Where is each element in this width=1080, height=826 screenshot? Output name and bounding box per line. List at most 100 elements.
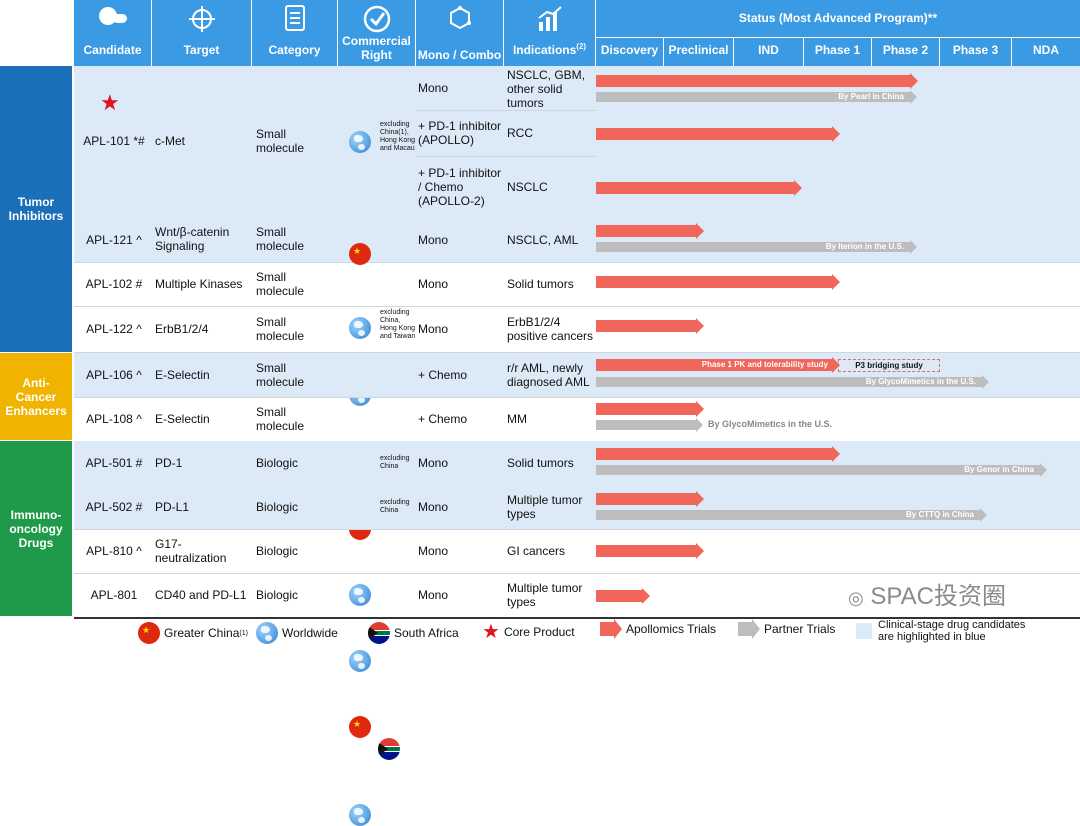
candidate-cell: APL-122 ^: [86, 322, 142, 336]
indication-cell: NSCLC, GBM, other solid tumors: [507, 68, 586, 110]
partner-trial-bar: By Genor in China: [596, 463, 1047, 477]
core-product-star-icon: ★: [100, 90, 120, 115]
group-anti-cancer: Anti-Cancer Enhancers: [0, 353, 72, 440]
core-product-star-icon: ★: [482, 621, 500, 643]
mono-combo-cell: Mono: [418, 500, 449, 514]
target-cell: E-Selectin: [155, 412, 210, 426]
table-row: [74, 441, 1080, 486]
category-cell: Small molecule: [256, 270, 305, 298]
apollomics-trial-bar: [596, 223, 704, 239]
apollomics-trial-bar: [596, 126, 840, 142]
partner-arrow-icon: [738, 619, 760, 639]
indication-cell: GI cancers: [507, 544, 566, 558]
stage-ind: IND: [734, 38, 804, 66]
category-cell: Small molecule: [256, 225, 305, 253]
worldwide-globe-icon: [349, 584, 371, 606]
header-mono-label: Mono / Combo: [417, 48, 502, 62]
commercial-note: excluding China(1), Hong Kong and Macau: [380, 121, 416, 152]
partner-trial-bar: [596, 418, 703, 432]
partner-trial-bar: By Pearl in China: [596, 90, 917, 104]
category-cell: Biologic: [256, 456, 299, 470]
mono-combo-cell: Mono: [418, 81, 449, 95]
category-cell: Small molecule: [256, 127, 305, 155]
south-africa-flag-icon: [368, 622, 390, 644]
candidate-cell: APL-121 ^: [86, 233, 142, 247]
target-cell: ErbB1/2/4: [155, 322, 209, 336]
header-category-label: Category: [268, 43, 321, 57]
bridging-study-box: P3 bridging study: [838, 359, 940, 372]
group-immuno-label: Immuno-oncology Drugs: [9, 507, 63, 550]
indication-cell: Multiple tumor types: [507, 493, 583, 521]
header-mono-combo: Mono / Combo: [416, 0, 504, 66]
category-cell: Small molecule: [256, 315, 305, 343]
indication-cell: Multiple tumor types: [507, 581, 583, 609]
molecule-icon: [449, 6, 471, 30]
candidate-cell: APL-810 ^: [86, 544, 142, 558]
south-africa-flag-icon: [378, 738, 400, 760]
target-cell: CD40 and PD-L1: [155, 588, 247, 602]
indication-cell: MM: [507, 412, 527, 426]
pills-icon: [98, 7, 127, 25]
table-row: [74, 529, 1080, 574]
category-cell: Biologic: [256, 500, 299, 514]
header-category: Category: [252, 0, 338, 66]
worldwide-globe-icon: [349, 131, 371, 153]
mono-combo-cell: Mono: [418, 588, 449, 602]
target-cell: Multiple Kinases: [155, 277, 243, 291]
apollomics-arrow-icon: [600, 619, 622, 639]
category-cell: Small molecule: [256, 405, 305, 433]
apollomics-trial-bar: [596, 588, 650, 604]
group-immuno: Immuno-oncology Drugs: [0, 441, 72, 616]
worldwide-globe-icon: [349, 650, 371, 672]
highlight-swatch: [856, 623, 872, 639]
apollomics-trial-bar: Phase 1 PK and tolerability study: [596, 357, 840, 373]
apollomics-trial-bar: [596, 274, 840, 290]
sub-divider: [416, 110, 596, 111]
mono-combo-cell: Mono: [418, 322, 449, 336]
header-indications: Indications(2): [504, 0, 596, 66]
crosshair-icon: [188, 6, 215, 32]
watermark: ◎ SPAC投资圈: [848, 583, 1006, 612]
apollomics-trial-bar: [596, 73, 918, 89]
indication-cell: Solid tumors: [507, 277, 574, 291]
header-commercial: Commercial Right: [338, 0, 416, 66]
apollomics-trial-bar: [596, 543, 704, 559]
candidate-cell: APL-101 *#: [83, 134, 145, 148]
target-cell: G17-neutralization: [155, 537, 227, 565]
sub-divider: [416, 156, 596, 157]
candidate-cell: APL-502 #: [85, 500, 143, 514]
bar-chart-icon: [537, 6, 562, 31]
indication-cell: RCC: [507, 126, 533, 140]
partner-trial-bar: By Iterion in the U.S.: [596, 240, 917, 254]
greater-china-flag-icon: [349, 243, 371, 265]
group-tumor-inhibitors: Tumor Inhibitors: [0, 66, 72, 352]
legend-label: Clinical-stage drug candidates are highl…: [878, 619, 1026, 643]
candidate-cell: APL-102 #: [85, 277, 143, 291]
commercial-note: excluding China: [380, 499, 410, 514]
target-cell: PD-L1: [155, 500, 190, 514]
document-icon: [284, 5, 305, 31]
header-candidate: Candidate: [74, 0, 152, 66]
legend-partner: Partner Trials: [738, 619, 836, 639]
legend-label: Partner Trials: [764, 622, 836, 636]
table-row: [74, 573, 1080, 619]
candidate-cell: APL-108 ^: [86, 412, 142, 426]
header-commercial-label: Commercial Right: [342, 34, 411, 62]
legend-label: Greater China: [164, 626, 240, 640]
mono-combo-cell: + Chemo: [418, 368, 468, 382]
commercial-note: excluding China, Hong Kong and Taiwan: [380, 309, 416, 340]
partner-trial-bar: By CTTQ in China: [596, 508, 987, 522]
mono-combo-cell: + PD-1 inhibitor / Chemo (APOLLO-2): [418, 166, 502, 208]
candidate-cell: APL-501 #: [85, 456, 143, 470]
target-cell: Wnt/β-catenin Signaling: [155, 225, 230, 253]
legend-label: South Africa: [394, 626, 459, 640]
group-tumor-label: Tumor Inhibitors: [8, 195, 64, 223]
table-row: [74, 262, 1080, 307]
indication-cell: NSCLC, AML: [507, 233, 579, 247]
header-indications-label: Indications(2): [512, 42, 587, 57]
category-cell: Biologic: [256, 544, 299, 558]
stage-preclinical: Preclinical: [664, 38, 734, 66]
stage-nda: NDA: [1012, 38, 1080, 66]
worldwide-globe-icon: [349, 317, 371, 339]
indication-cell: NSCLC: [507, 180, 548, 194]
